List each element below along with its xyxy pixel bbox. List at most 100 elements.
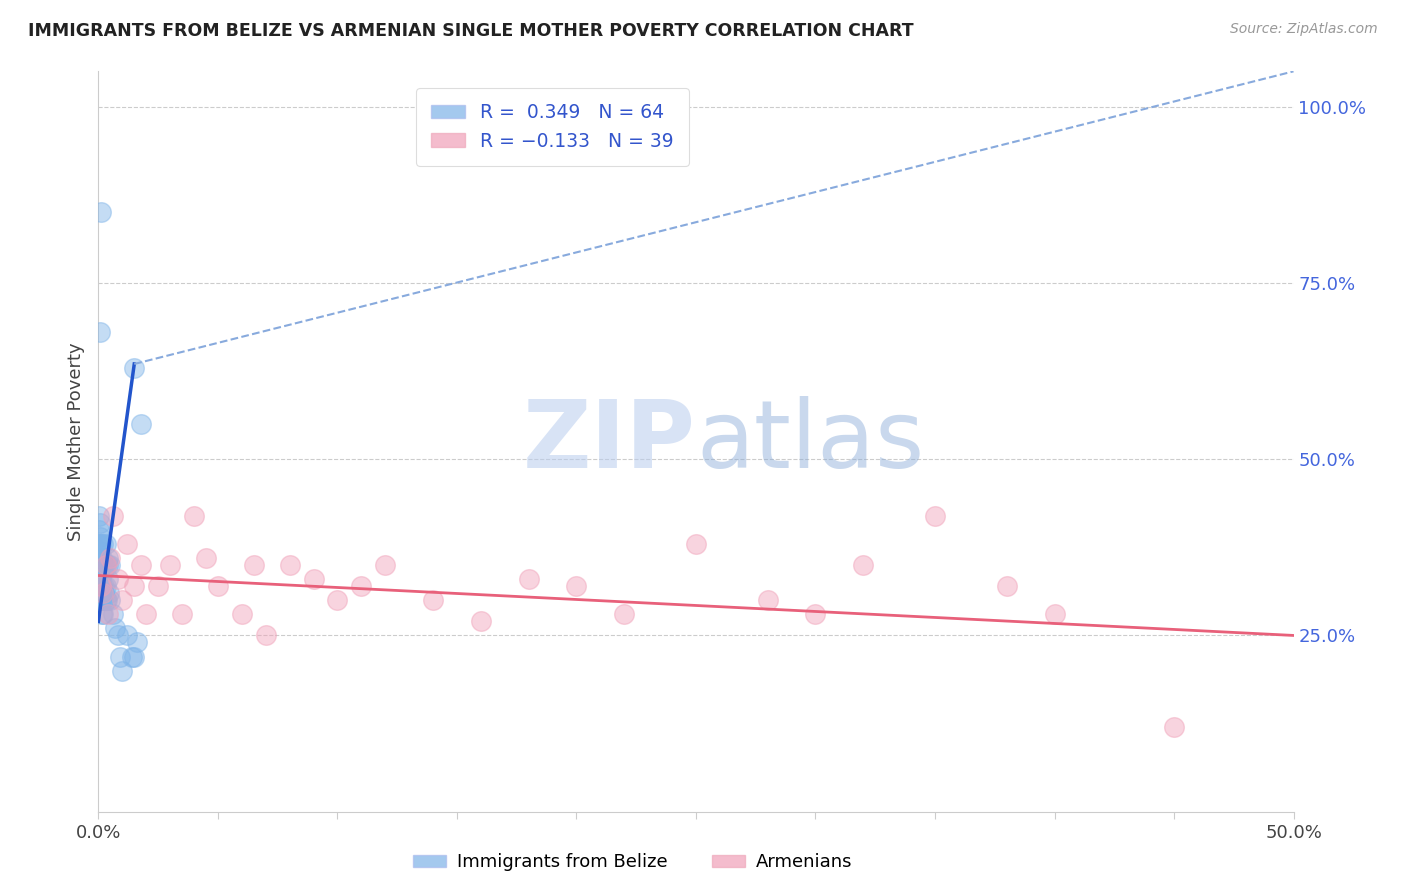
Point <box>90 572 112 586</box>
Point <box>1043 607 1066 622</box>
Point <box>89 565 111 579</box>
Point <box>93 579 115 593</box>
Point <box>756 593 779 607</box>
Point <box>1163 720 1185 734</box>
Point <box>89 516 111 530</box>
Text: IMMIGRANTS FROM BELIZE VS ARMENIAN SINGLE MOTHER POVERTY CORRELATION CHART: IMMIGRANTS FROM BELIZE VS ARMENIAN SINGL… <box>28 22 914 40</box>
Point <box>90 579 112 593</box>
Point <box>101 607 124 622</box>
Point <box>115 537 138 551</box>
Point <box>107 628 129 642</box>
Point <box>124 649 146 664</box>
Point <box>111 593 134 607</box>
Point <box>374 558 396 572</box>
Point <box>995 579 1018 593</box>
Point <box>91 607 114 622</box>
Point <box>87 558 110 572</box>
Point <box>98 593 122 607</box>
Point <box>97 572 120 586</box>
Point <box>97 558 120 572</box>
Point <box>90 550 112 565</box>
Point <box>124 579 146 593</box>
Point <box>685 537 707 551</box>
Point <box>125 635 148 649</box>
Point <box>924 508 946 523</box>
Point <box>852 558 875 572</box>
Point <box>115 628 138 642</box>
Point <box>97 550 120 565</box>
Point <box>89 572 111 586</box>
Point <box>90 579 112 593</box>
Point <box>98 558 122 572</box>
Point <box>94 558 117 572</box>
Point <box>172 607 194 622</box>
Point <box>87 593 110 607</box>
Point <box>124 360 146 375</box>
Point <box>94 579 117 593</box>
Point <box>89 565 111 579</box>
Point <box>195 550 218 565</box>
Point <box>159 558 181 572</box>
Point <box>89 325 111 339</box>
Point <box>104 621 127 635</box>
Point <box>565 579 588 593</box>
Legend: Immigrants from Belize, Armenians: Immigrants from Belize, Armenians <box>406 847 859 879</box>
Point <box>89 550 111 565</box>
Point <box>131 417 153 431</box>
Y-axis label: Single Mother Poverty: Single Mother Poverty <box>66 343 84 541</box>
Point <box>135 607 157 622</box>
Point <box>87 550 110 565</box>
Point <box>91 607 114 622</box>
Point <box>91 593 114 607</box>
Point <box>121 649 143 664</box>
Point <box>87 579 110 593</box>
Point <box>94 558 117 572</box>
Point <box>89 572 111 586</box>
Point <box>93 586 115 600</box>
Point <box>98 586 121 600</box>
Point <box>96 593 118 607</box>
Point <box>131 558 153 572</box>
Text: atlas: atlas <box>696 395 924 488</box>
Point <box>254 628 277 642</box>
Point <box>470 615 492 629</box>
Point <box>613 607 636 622</box>
Point <box>89 558 111 572</box>
Point <box>148 579 170 593</box>
Point <box>302 572 325 586</box>
Point <box>243 558 266 572</box>
Point <box>90 537 112 551</box>
Point <box>231 607 253 622</box>
Point <box>101 508 124 523</box>
Point <box>89 550 111 565</box>
Point <box>350 579 373 593</box>
Point <box>517 572 540 586</box>
Point <box>111 664 134 678</box>
Point <box>90 550 112 565</box>
Point <box>89 558 111 572</box>
Text: ZIP: ZIP <box>523 395 696 488</box>
Point <box>90 593 112 607</box>
Point <box>804 607 827 622</box>
Point <box>98 550 122 565</box>
Point <box>89 537 111 551</box>
Point <box>89 579 111 593</box>
Point <box>91 537 114 551</box>
Point <box>91 558 114 572</box>
Point <box>278 558 301 572</box>
Point <box>183 508 205 523</box>
Point <box>422 593 444 607</box>
Point <box>90 205 112 219</box>
Point <box>89 523 111 537</box>
Point <box>89 530 111 544</box>
Point <box>91 579 114 593</box>
Point <box>326 593 349 607</box>
Legend: R =  0.349   N = 64, R = −0.133   N = 39: R = 0.349 N = 64, R = −0.133 N = 39 <box>416 88 689 166</box>
Point <box>89 586 111 600</box>
Point <box>108 649 131 664</box>
Point <box>94 537 117 551</box>
Point <box>89 544 111 558</box>
Point <box>91 565 114 579</box>
Point <box>94 593 117 607</box>
Point <box>93 558 115 572</box>
